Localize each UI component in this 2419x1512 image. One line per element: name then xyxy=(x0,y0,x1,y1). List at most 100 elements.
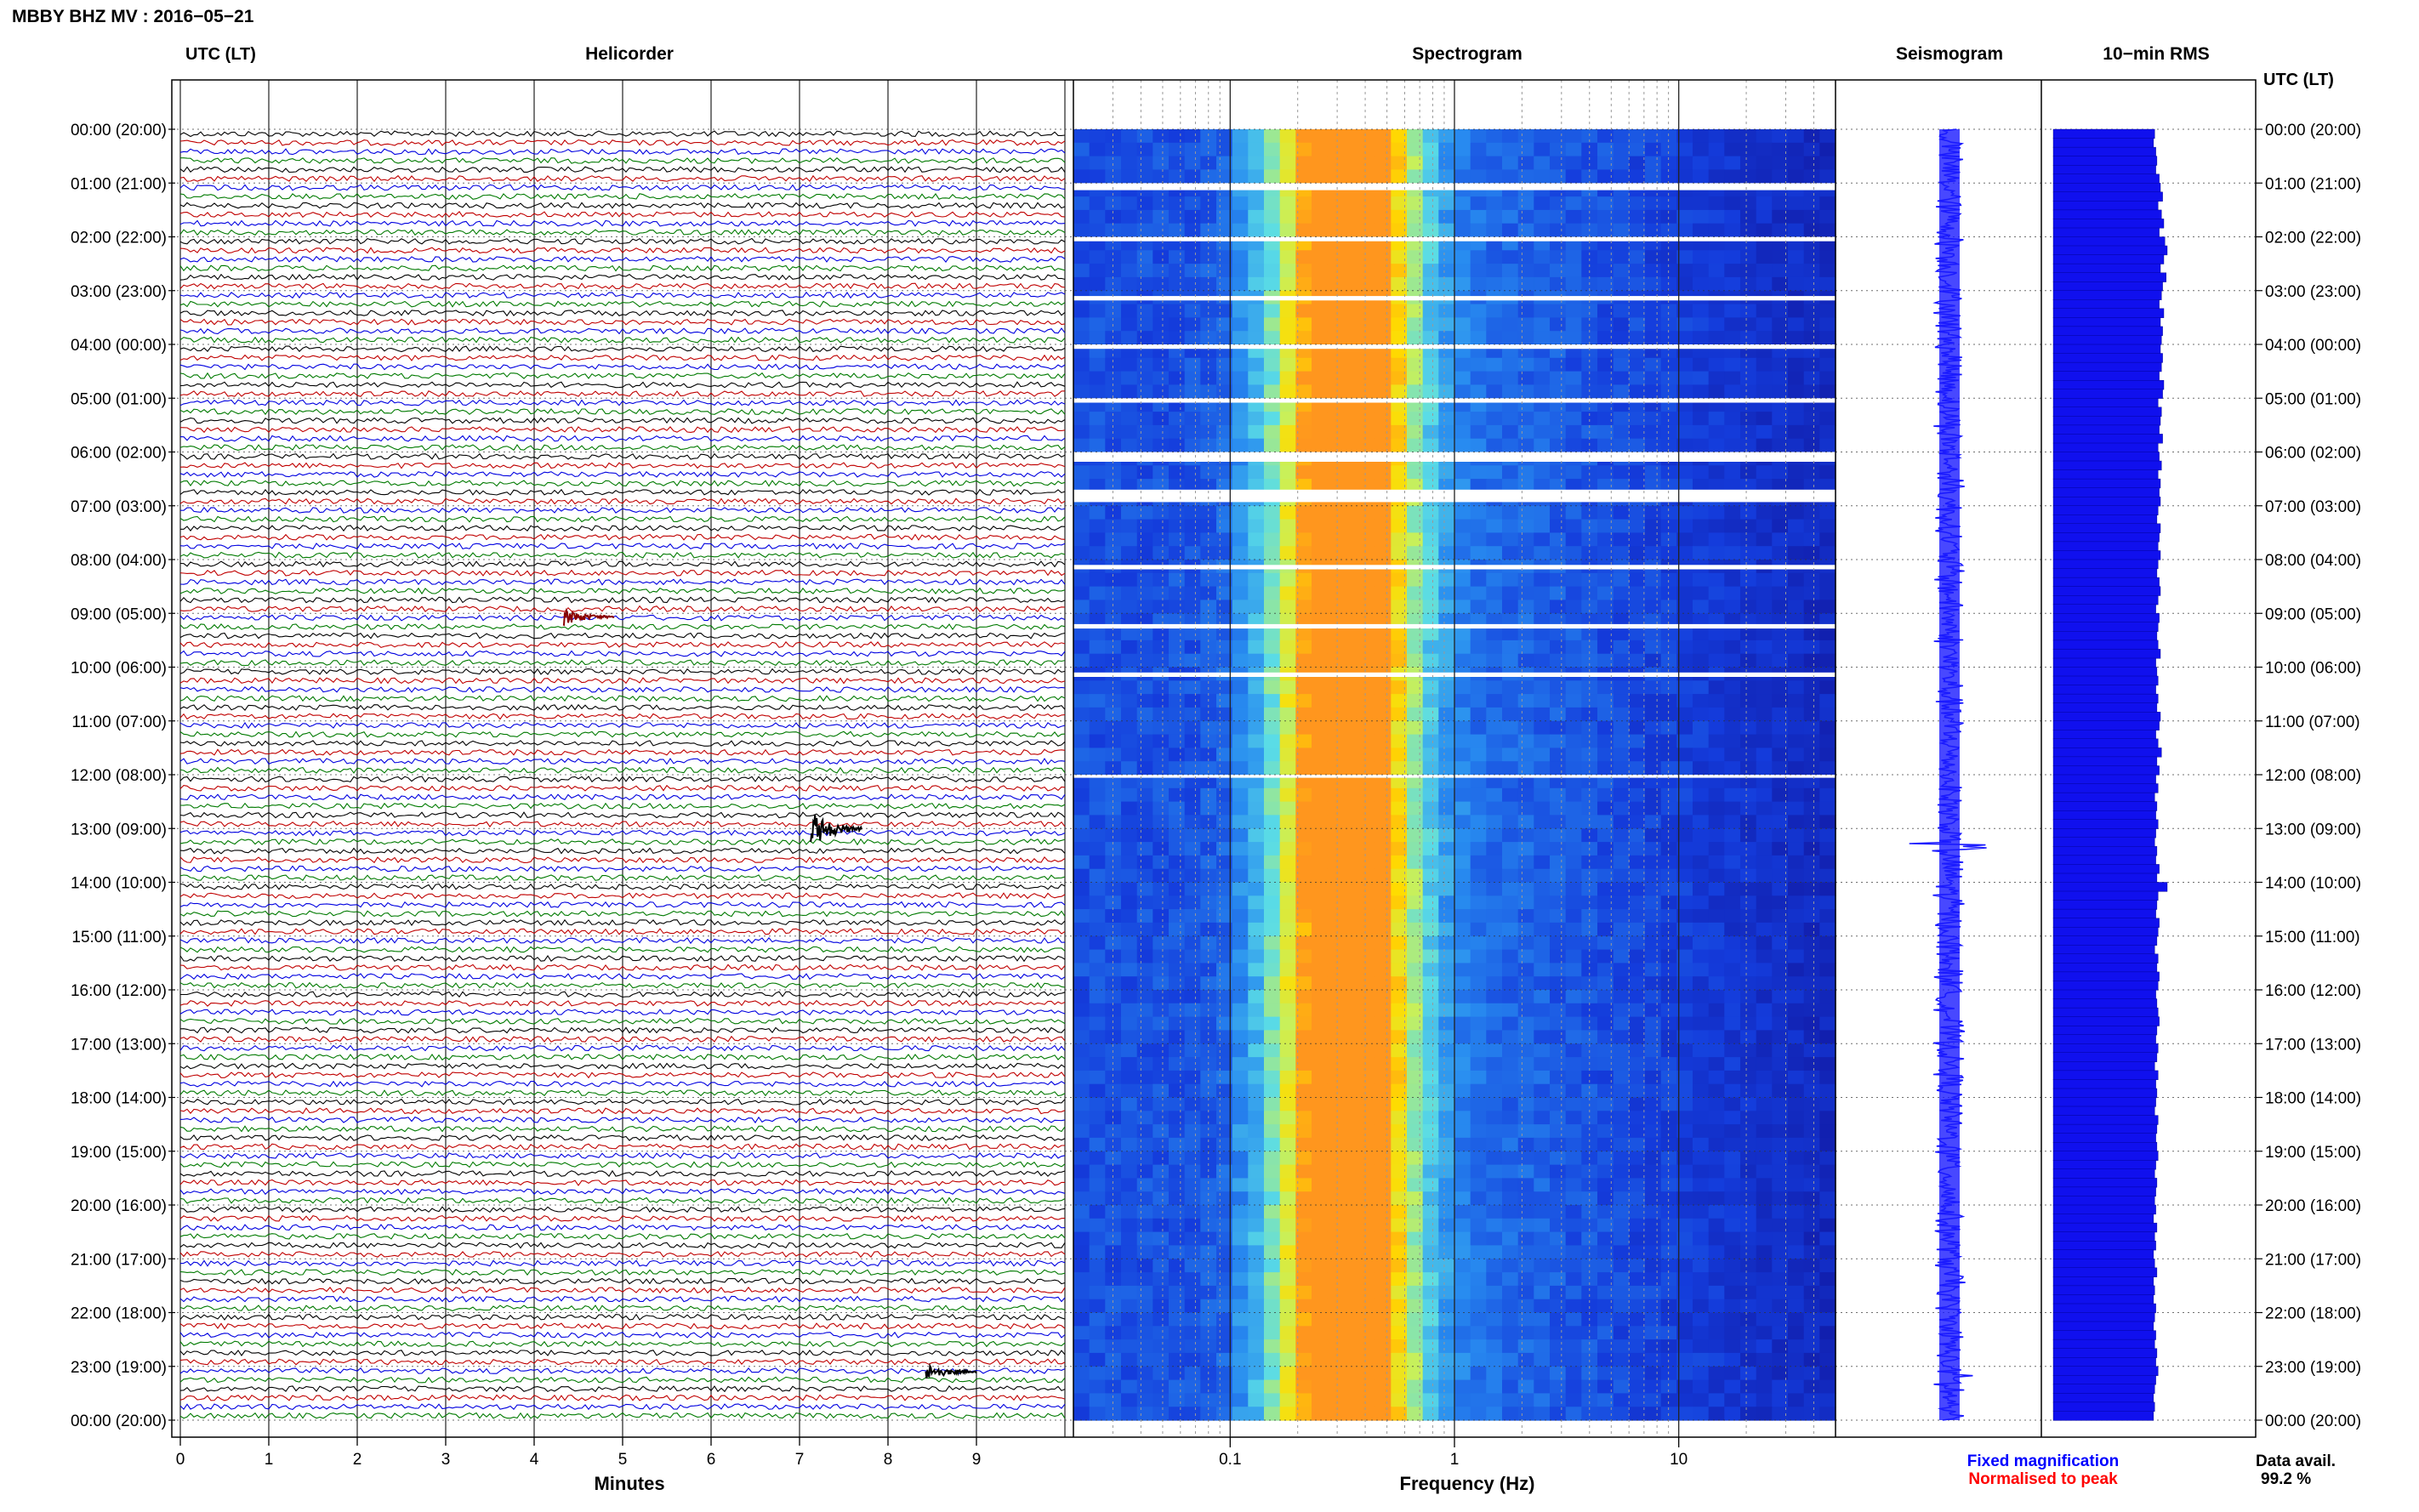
spectrogram-cell xyxy=(1819,412,1836,426)
spectrogram-cell xyxy=(1756,990,1773,1004)
spectrogram-cell xyxy=(1740,1124,1757,1139)
spectrogram-cell xyxy=(1550,1178,1567,1192)
spectrogram-cell xyxy=(1264,465,1281,480)
spectrogram-cell xyxy=(1422,1057,1439,1071)
spectrogram-cell xyxy=(1803,1366,1820,1381)
spectrogram-cell xyxy=(1105,331,1122,345)
spectrogram-cell xyxy=(1772,572,1789,588)
spectrogram-cell xyxy=(1136,1218,1153,1233)
spectrogram-cell xyxy=(1517,600,1534,614)
spectrogram-cell xyxy=(1089,613,1106,628)
spectrogram-cell xyxy=(1597,546,1614,560)
rms-bar xyxy=(2052,1106,2155,1117)
spectrogram-cell xyxy=(1359,990,1376,1004)
spectrogram-cell xyxy=(1502,1070,1519,1085)
spectrogram-cell xyxy=(1534,1191,1551,1206)
spectrogram-cell xyxy=(1438,1137,1455,1152)
spectrogram-cell xyxy=(1486,775,1503,789)
spectrogram-cell xyxy=(1136,317,1153,332)
spectrogram-cell xyxy=(1597,532,1614,547)
spectrogram-cell xyxy=(1613,787,1630,803)
spectrogram-cell xyxy=(1597,976,1614,991)
spectrogram-cell xyxy=(1200,922,1217,937)
spectrogram-cell xyxy=(1613,707,1630,722)
spectrogram-cell xyxy=(1502,412,1519,426)
spectrogram-cell xyxy=(1693,532,1710,547)
spectrogram-cell xyxy=(1486,1043,1503,1058)
spectrogram-cell xyxy=(1153,1191,1170,1206)
spectrogram-cell xyxy=(1232,331,1249,345)
spectrogram-cell xyxy=(1708,156,1725,170)
spectrogram-cell xyxy=(1438,639,1455,655)
spectrogram-cell xyxy=(1660,1083,1677,1099)
spectrogram-cell xyxy=(1772,1366,1789,1381)
spectrogram-cell xyxy=(1550,1393,1567,1407)
spectrogram-cell xyxy=(1454,276,1471,292)
spectrogram-cell xyxy=(1343,1393,1360,1407)
spectrogram-cell xyxy=(1676,1366,1693,1381)
spectrogram-cell xyxy=(1327,720,1344,736)
spectrogram-cell xyxy=(1693,276,1710,292)
spectrogram-cell xyxy=(1708,1016,1725,1031)
spectrogram-cell xyxy=(1391,1285,1408,1300)
spectrogram-cell xyxy=(1550,1043,1567,1058)
spectrogram-cell xyxy=(1454,627,1471,641)
spectrogram-cell xyxy=(1312,1352,1329,1367)
helicorder-trace xyxy=(179,452,1066,460)
helicorder-trace xyxy=(179,973,1066,981)
spectrogram-cell xyxy=(1232,963,1249,977)
spectrogram-cell xyxy=(1613,868,1630,884)
spectrogram-cell xyxy=(1534,707,1551,722)
spectrogram-cell xyxy=(1517,1272,1534,1287)
spectrogram-cell xyxy=(1359,1137,1376,1152)
spectrogram-cell xyxy=(1676,371,1693,385)
rms-bar xyxy=(2052,317,2161,327)
spectrogram-cell xyxy=(1391,519,1408,533)
spectrogram-cell xyxy=(1121,572,1138,588)
spectrogram-cell xyxy=(1184,990,1201,1004)
helicorder-trace xyxy=(179,1214,1066,1222)
spectrogram-cell xyxy=(1232,317,1249,332)
spectrogram-cell xyxy=(1184,1043,1201,1058)
spectrogram-cell xyxy=(1121,747,1138,762)
helicorder-trace xyxy=(179,381,1066,389)
spectrogram-cell xyxy=(1629,572,1646,588)
spectrogram-cell xyxy=(1327,438,1344,453)
spectrogram-cell xyxy=(1359,600,1376,614)
spectrogram-cell xyxy=(1565,1393,1582,1407)
spectrogram-cell xyxy=(1550,156,1567,170)
spectrogram-cell xyxy=(1422,317,1439,332)
spectrogram-cell xyxy=(1121,694,1138,708)
spectrogram-cell xyxy=(1517,694,1534,708)
spectrogram-cell xyxy=(1264,949,1281,963)
spectrogram-cell xyxy=(1724,209,1741,225)
spectrogram-cell xyxy=(1629,734,1646,748)
spectrogram-cell xyxy=(1788,653,1805,668)
spectrogram-cell xyxy=(1089,586,1106,600)
spectrogram-cell xyxy=(1565,627,1582,641)
spectrogram-cell xyxy=(1279,935,1296,951)
spectrogram-cell xyxy=(1327,1312,1344,1327)
spectrogram-cell xyxy=(1517,317,1534,332)
spectrogram-cell xyxy=(1279,801,1296,816)
spectrogram-cell xyxy=(1391,1218,1408,1233)
spectrogram-cell xyxy=(1216,1003,1233,1018)
spectrogram-cell xyxy=(1502,1124,1519,1139)
spectrogram-cell xyxy=(1153,196,1170,211)
spectrogram-cell xyxy=(1248,371,1265,385)
spectrogram-cell xyxy=(1407,1231,1424,1246)
rms-bar xyxy=(2052,156,2158,166)
spectrogram-cell xyxy=(1660,1111,1677,1125)
spectrogram-cell xyxy=(1295,1030,1312,1044)
spectrogram-cell xyxy=(1454,1057,1471,1071)
spectrogram-cell xyxy=(1454,586,1471,600)
spectrogram-cell xyxy=(1184,1151,1201,1166)
spectrogram-cell xyxy=(1470,1245,1487,1259)
spectrogram-cell xyxy=(1740,438,1757,453)
spectrogram-cell xyxy=(1375,142,1392,157)
spectrogram-cell xyxy=(1550,1218,1567,1233)
spectrogram-cell xyxy=(1295,882,1312,896)
spectrogram-cell xyxy=(1502,276,1519,292)
spectrogram-cell xyxy=(1581,600,1598,614)
spectrogram-cell xyxy=(1248,1231,1265,1246)
